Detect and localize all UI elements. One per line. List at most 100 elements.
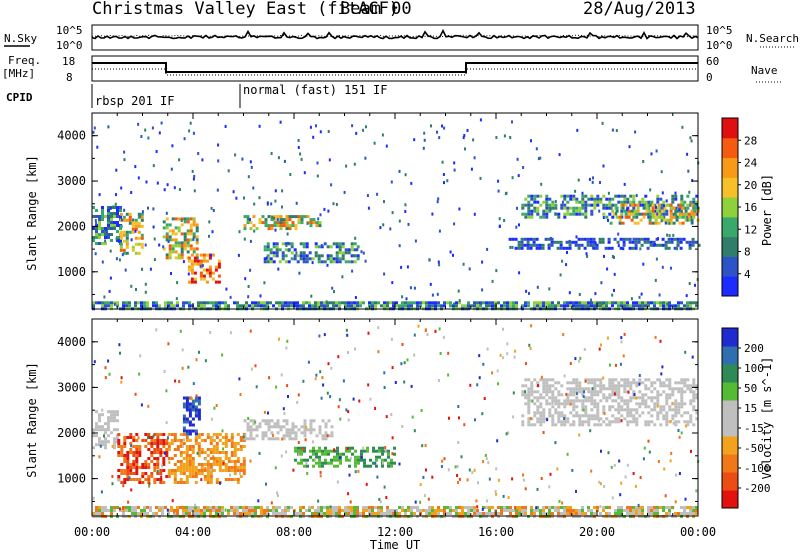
power-cell (193, 262, 197, 266)
power-cell (383, 272, 386, 276)
power-cell (278, 301, 281, 305)
velocity-cell (140, 512, 143, 515)
velocity-cell (212, 457, 216, 460)
power-cell (590, 298, 592, 302)
power-cell (485, 304, 488, 308)
velocity-cell (120, 448, 124, 451)
velocity-cell (196, 451, 199, 455)
nave-bottom-tick: 0 (706, 71, 713, 84)
power-cell (590, 304, 593, 308)
power-cell (626, 200, 630, 204)
velocity-cell (524, 506, 527, 509)
power-cell (655, 149, 658, 153)
velocity-cell (581, 399, 585, 403)
velocity-cell (107, 509, 110, 512)
velocity-cell (173, 481, 177, 484)
power-cell (192, 177, 195, 181)
power-cell (158, 131, 161, 135)
power-cell (214, 265, 218, 269)
velocity-cell (456, 464, 459, 468)
power-cell (611, 215, 615, 219)
velocity-cell (548, 414, 552, 418)
velocity-cell (357, 461, 360, 465)
velocity-cell (181, 348, 184, 352)
velocity-cell (467, 509, 470, 512)
velocity-cell (194, 475, 198, 478)
power-cell (200, 301, 203, 305)
power-cell (173, 304, 176, 308)
power-cell (323, 242, 327, 246)
power-cell (93, 126, 96, 130)
power-cell (98, 215, 101, 218)
power-cell (656, 209, 660, 213)
velocity-cell (360, 449, 363, 453)
power-cell (92, 236, 95, 239)
velocity-cell (110, 413, 113, 417)
power-cell (365, 125, 367, 129)
power-cell (243, 237, 246, 241)
nave-top-tick: 60 (706, 55, 719, 68)
power-cell (647, 200, 651, 204)
velocity-cell (689, 509, 692, 512)
velocity-cell (182, 463, 186, 466)
power-cell (572, 304, 575, 308)
velocity-cell (347, 418, 350, 422)
velocity-cell (275, 509, 278, 512)
velocity-cell (300, 449, 303, 453)
power-cell (650, 152, 653, 156)
velocity-cell (126, 475, 130, 478)
power-cell (618, 221, 622, 225)
velocity-cell (548, 411, 552, 415)
power-cell (187, 259, 191, 263)
power-cell (503, 304, 506, 308)
power-cell (563, 215, 567, 219)
power-cell (134, 227, 138, 231)
velocity-cell (665, 411, 669, 415)
velocity-cell (129, 466, 133, 469)
velocity-cell (665, 506, 668, 509)
velocity-cell (644, 378, 648, 382)
velocity-cell (566, 452, 569, 456)
velocity-cell (222, 461, 225, 465)
power-cell (669, 209, 673, 213)
velocity-cell (160, 475, 163, 479)
power-cell (183, 137, 186, 141)
power-cell (170, 304, 173, 308)
velocity-cell (695, 411, 699, 415)
velocity-cell (683, 381, 687, 385)
velocity-cell (686, 420, 690, 424)
power-cell (144, 290, 147, 294)
velocity-cell (654, 335, 657, 339)
power-cell (467, 301, 470, 305)
power-cell (524, 203, 528, 207)
power-cell (578, 200, 582, 204)
power-cell (116, 304, 119, 308)
power-cell (140, 245, 144, 249)
velocity-cell (506, 509, 509, 512)
velocity-cell (674, 411, 678, 415)
velocity-cell (632, 408, 636, 412)
velocity-cell (692, 381, 696, 385)
velocity-cell (182, 506, 185, 509)
velocity-cell (599, 381, 603, 385)
power-cell (674, 197, 678, 201)
velocity-cell (291, 431, 295, 435)
power-cell (224, 301, 227, 305)
power-cell (556, 240, 560, 244)
velocity-cell (206, 469, 210, 472)
power-cell (662, 200, 666, 204)
velocity-cell (183, 438, 185, 442)
velocity-cell (195, 358, 198, 362)
velocity-cell (518, 509, 521, 512)
velocity-cell (113, 428, 116, 432)
velocity-cell (596, 414, 600, 418)
velocity-cell (123, 442, 127, 445)
velocity-cell (671, 414, 675, 418)
velocity-cell (566, 509, 569, 512)
power-cell (671, 200, 675, 204)
velocity-cell (539, 402, 543, 406)
velocity-cell (650, 414, 654, 418)
power-cell (667, 237, 671, 241)
velocity-cell (578, 399, 582, 403)
velocity-cell (221, 460, 225, 463)
